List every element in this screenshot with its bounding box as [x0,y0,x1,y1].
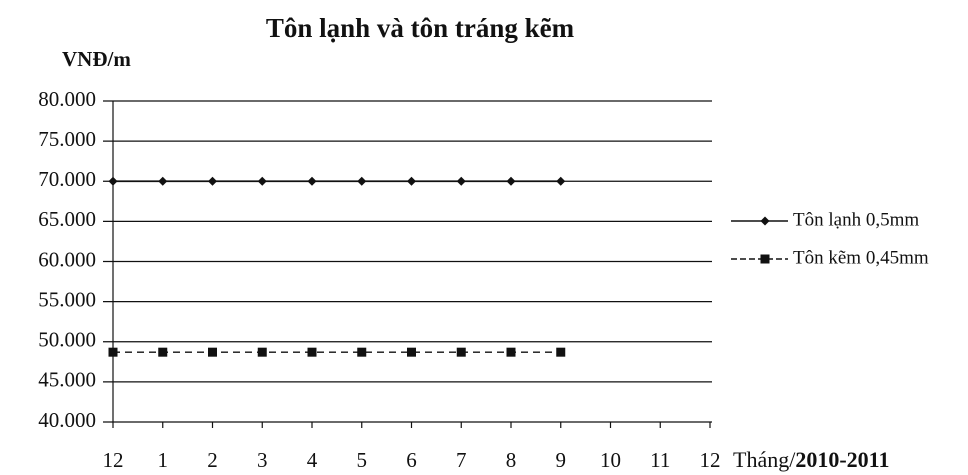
x-tick-label: 8 [506,448,517,472]
data-point [257,176,267,186]
x-tick-label: 1 [158,448,169,472]
data-point [208,347,217,357]
data-point [556,347,566,357]
data-point [158,347,168,357]
data-point [407,176,416,186]
legend-marker [760,254,770,264]
legend-label: Tôn kẽm 0,45mm [793,247,929,268]
y-axis-label: VNĐ/m [62,47,131,71]
data-point [357,176,367,186]
y-tick-label: 80.000 [38,87,96,111]
series [108,347,566,357]
x-tick-label: 2 [207,448,218,472]
x-tick-label: 9 [556,448,567,472]
y-tick-label: 55.000 [38,287,96,311]
data-point [506,347,516,357]
x-tick-label: 12 [700,448,721,472]
data-point [108,176,118,186]
x-tick-label: 12 [103,448,124,472]
y-tick-label: 70.000 [38,167,96,191]
data-point [108,347,118,357]
x-tick-label: 11 [650,448,670,472]
y-tick-label: 50.000 [38,328,96,352]
x-axis-label-text: Tháng/ [733,447,796,472]
x-tick-label: 6 [406,448,417,472]
data-point [506,176,516,186]
data-point [257,347,267,357]
x-axis-label: Tháng/2010-2011 [733,447,889,472]
data-point [208,176,217,186]
data-point [158,176,168,186]
x-axis-label-years: 2010-2011 [795,447,889,472]
data-point [307,347,317,357]
y-tick-label: 75.000 [38,127,96,151]
x-tick-label: 10 [600,448,621,472]
x-tick-label: 7 [456,448,467,472]
data-point [307,176,317,186]
data-point [456,176,466,186]
legend-label: Tôn lạnh 0,5mm [793,209,919,230]
data-point [456,347,466,357]
data-point [556,176,566,186]
x-tick-label: 4 [307,448,318,472]
y-tick-label: 60.000 [38,247,96,271]
chart-title: Tôn lạnh và tôn tráng kẽm [266,13,575,43]
data-point [407,347,416,357]
y-tick-label: 65.000 [38,207,96,231]
legend-marker [760,216,770,226]
series [108,176,566,186]
y-tick-label: 40.000 [38,408,96,432]
data-point [357,347,367,357]
y-tick-label: 45.000 [38,368,96,392]
x-tick-label: 5 [357,448,368,472]
x-tick-label: 3 [257,448,268,472]
